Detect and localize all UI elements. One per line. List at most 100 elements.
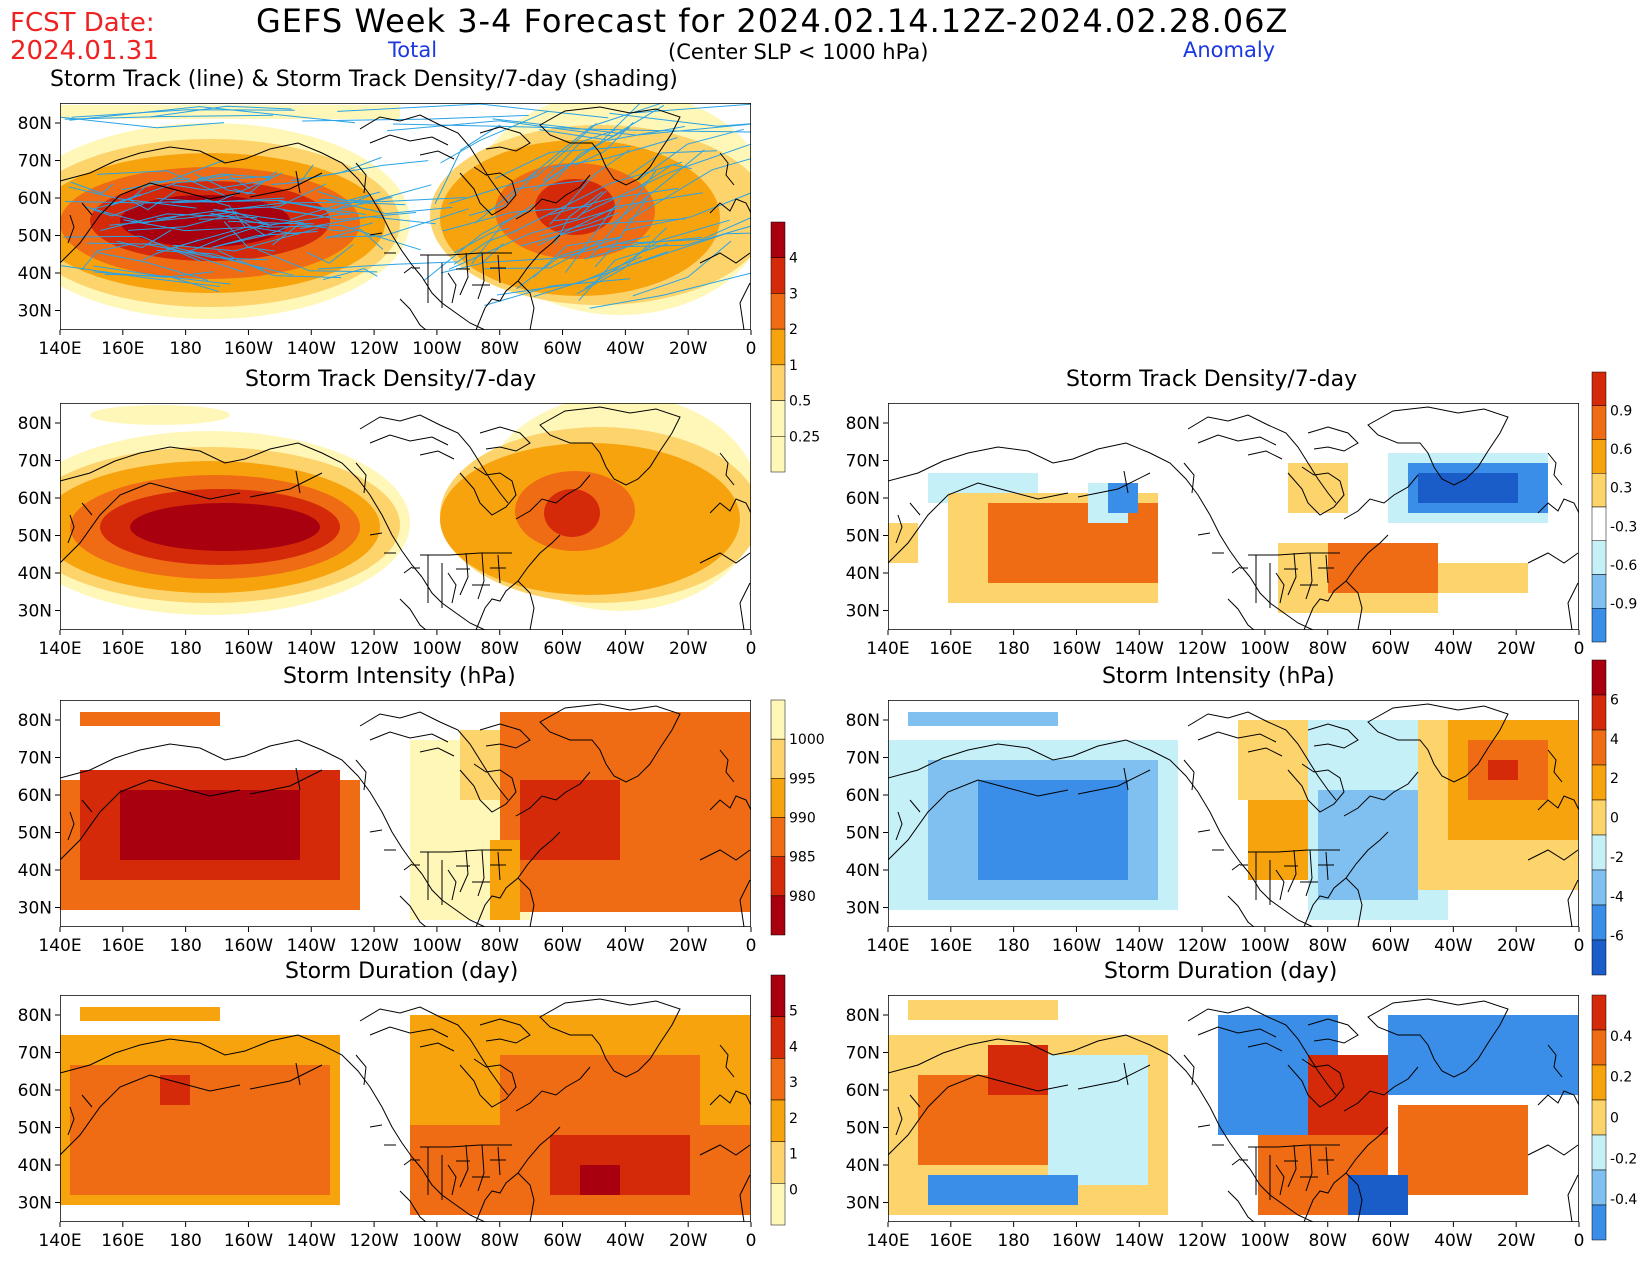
colorbar-label: 980 bbox=[789, 889, 816, 905]
fcst-date-value: 2024.01.31 bbox=[10, 36, 159, 66]
lon-tick-label: 80W bbox=[1309, 639, 1348, 659]
colorbar-density_total: 4 3 2 1 0.5 0.25 bbox=[770, 221, 820, 473]
lon-tick-label: 40W bbox=[1434, 936, 1473, 956]
lat-tick-label: 30N bbox=[846, 899, 880, 919]
colorbar-duration_total: 5 4 3 2 1 0 bbox=[770, 974, 798, 1226]
lon-tick-label: 100W bbox=[412, 1231, 461, 1251]
map-panel-duration-anomaly bbox=[888, 995, 1579, 1222]
map-panel-density-total bbox=[60, 403, 751, 630]
lat-tick-label: 40N bbox=[846, 1156, 880, 1176]
colorbar-label: -0.6 bbox=[1610, 558, 1637, 574]
lon-tick-label: 0 bbox=[746, 639, 757, 659]
map-panel-density-anomaly bbox=[888, 403, 1579, 630]
colorbar-label: 4 bbox=[1610, 732, 1619, 748]
lat-tick-label: 70N bbox=[846, 1044, 880, 1064]
lon-tick-label: 100W bbox=[412, 936, 461, 956]
lon-tick-label: 20W bbox=[1497, 1231, 1536, 1251]
lon-tick-label: 0 bbox=[746, 339, 757, 359]
colorbar-label: 2 bbox=[789, 1111, 798, 1127]
colorbar-label: 0 bbox=[1610, 811, 1619, 827]
lon-tick-label: 120W bbox=[349, 1231, 398, 1251]
colorbar-label: 1000 bbox=[789, 732, 825, 748]
map-panel-intensity-total bbox=[60, 700, 751, 927]
lon-tick-label: 180 bbox=[169, 1231, 201, 1251]
lon-tick-label: 140E bbox=[38, 1231, 81, 1251]
lat-tick-label: 30N bbox=[846, 602, 880, 622]
lon-tick-label: 140W bbox=[1115, 639, 1164, 659]
colorbar-label: 6 bbox=[1610, 692, 1619, 708]
map-panel-storm-track bbox=[60, 103, 751, 330]
lat-tick-label: 50N bbox=[846, 527, 880, 547]
lon-tick-label: 20W bbox=[669, 339, 708, 359]
lat-tick-label: 40N bbox=[846, 564, 880, 584]
lon-tick-label: 120W bbox=[1177, 639, 1226, 659]
lat-tick-label: 50N bbox=[18, 824, 52, 844]
colorbar-label: 3 bbox=[789, 1075, 798, 1091]
lon-tick-label: 0 bbox=[1574, 936, 1585, 956]
colorbar-label: 1 bbox=[789, 1147, 798, 1163]
colorbar-label: 0.5 bbox=[789, 394, 811, 410]
page-title: GEFS Week 3-4 Forecast for 2024.02.14.12… bbox=[256, 2, 1289, 40]
colorbar-label: -0.3 bbox=[1610, 519, 1637, 535]
lon-tick-label: 160W bbox=[224, 639, 273, 659]
lon-tick-label: 140W bbox=[287, 936, 336, 956]
lon-tick-label: 100W bbox=[1240, 1231, 1289, 1251]
lon-tick-label: 160W bbox=[224, 339, 273, 359]
lon-tick-label: 80W bbox=[481, 936, 520, 956]
lon-tick-label: 180 bbox=[997, 936, 1029, 956]
colorbar-label: 0.3 bbox=[1610, 481, 1632, 497]
colorbar-intensity_anom: 6 4 2 0 -2 -4 -6 bbox=[1591, 659, 1624, 976]
lon-tick-label: 40W bbox=[606, 936, 645, 956]
lat-tick-label: 80N bbox=[18, 1006, 52, 1026]
colorbar-label: 4 bbox=[789, 251, 798, 267]
lon-tick-label: 160E bbox=[929, 1231, 972, 1251]
lon-tick-label: 160W bbox=[1052, 936, 1101, 956]
lon-tick-label: 140W bbox=[1115, 1231, 1164, 1251]
subtitle-anomaly: Anomaly bbox=[1183, 38, 1276, 62]
lon-tick-label: 0 bbox=[746, 936, 757, 956]
lon-tick-label: 140E bbox=[866, 1231, 909, 1251]
lat-tick-label: 40N bbox=[18, 564, 52, 584]
panel-title-intensity-anom: Storm Intensity (hPa) bbox=[1102, 664, 1335, 689]
panel-title-track: Storm Track (line) & Storm Track Density… bbox=[50, 67, 678, 92]
colorbar-label: 1 bbox=[789, 358, 798, 374]
lat-tick-label: 60N bbox=[846, 1081, 880, 1101]
lat-tick-label: 30N bbox=[18, 899, 52, 919]
lon-tick-label: 140W bbox=[287, 639, 336, 659]
lat-tick-label: 60N bbox=[846, 489, 880, 509]
colorbar-label: 985 bbox=[789, 850, 816, 866]
lon-tick-label: 120W bbox=[1177, 936, 1226, 956]
lon-tick-label: 60W bbox=[543, 936, 582, 956]
colorbar-label: 3 bbox=[789, 286, 798, 302]
colorbar-label: -2 bbox=[1610, 850, 1624, 866]
panel-title-intensity-total: Storm Intensity (hPa) bbox=[283, 664, 516, 689]
lon-tick-label: 160E bbox=[929, 936, 972, 956]
lat-tick-label: 40N bbox=[18, 1156, 52, 1176]
lon-tick-label: 140E bbox=[38, 936, 81, 956]
lat-tick-label: 80N bbox=[846, 1006, 880, 1026]
colorbar-label: 5 bbox=[789, 1004, 798, 1020]
map-panel-intensity-anomaly bbox=[888, 700, 1579, 927]
lon-tick-label: 120W bbox=[349, 936, 398, 956]
lon-tick-label: 140W bbox=[287, 1231, 336, 1251]
lon-tick-label: 60W bbox=[1371, 639, 1410, 659]
map-panel-duration-total bbox=[60, 995, 751, 1222]
lon-tick-label: 40W bbox=[606, 339, 645, 359]
colorbar-label: 995 bbox=[789, 771, 816, 787]
lon-tick-label: 140E bbox=[38, 639, 81, 659]
colorbar-label: 2 bbox=[789, 322, 798, 338]
lon-tick-label: 160W bbox=[1052, 1231, 1101, 1251]
lon-tick-label: 140E bbox=[866, 936, 909, 956]
lat-tick-label: 80N bbox=[18, 114, 52, 134]
lat-tick-label: 50N bbox=[846, 824, 880, 844]
fcst-date-label: FCST Date: bbox=[10, 8, 155, 38]
lon-tick-label: 80W bbox=[481, 339, 520, 359]
shade-arctic-025 bbox=[60, 105, 400, 119]
lon-tick-label: 180 bbox=[997, 1231, 1029, 1251]
lon-tick-label: 140E bbox=[866, 639, 909, 659]
lon-tick-label: 60W bbox=[543, 639, 582, 659]
lon-tick-label: 140E bbox=[38, 339, 81, 359]
subtitle-center-slp: (Center SLP < 1000 hPa) bbox=[668, 40, 929, 64]
colorbar-density_anom: 0.9 0.6 0.3 -0.3 -0.6 -0.9 bbox=[1591, 371, 1637, 643]
